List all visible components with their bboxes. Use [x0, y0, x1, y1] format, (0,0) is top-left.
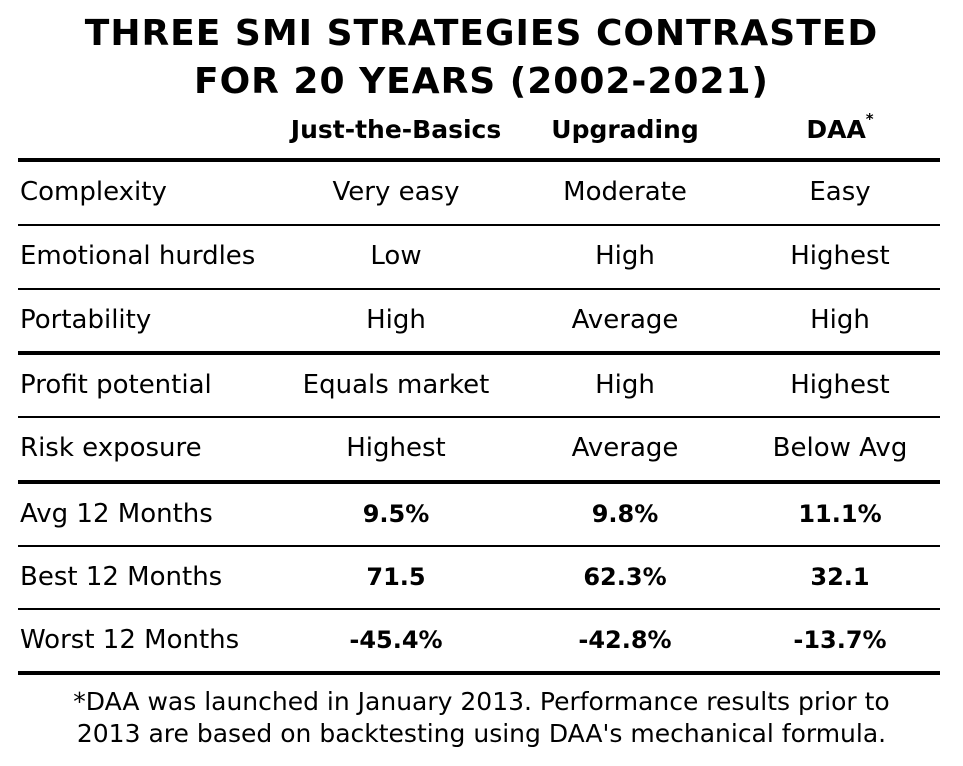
cell-daa: Highest: [790, 241, 890, 271]
cell-daa: Below Avg: [772, 433, 908, 463]
row-label: Best 12 Months: [20, 562, 223, 592]
cell-just-the-basics: Equals market: [302, 370, 490, 400]
section-divider: [18, 480, 940, 484]
footnote: *DAA was launched in January 2013. Perfo…: [0, 686, 963, 750]
row-divider: [18, 545, 940, 547]
cell-upgrading: 62.3%: [583, 563, 667, 591]
row-divider: [18, 416, 940, 418]
page-title: THREE SMI STRATEGIES CONTRASTED FOR 20 Y…: [0, 10, 963, 106]
cell-just-the-basics: Very easy: [332, 177, 460, 207]
cell-daa: High: [810, 305, 870, 335]
table-row-avg-12-months: Avg 12 Months 9.5% 9.8% 11.1%: [0, 484, 963, 544]
cell-just-the-basics: Low: [370, 241, 422, 271]
table-row-portability: Portability High Average High: [0, 290, 963, 350]
footnote-line-1: *DAA was launched in January 2013. Perfo…: [73, 687, 890, 716]
cell-upgrading: 9.8%: [591, 500, 659, 528]
row-label: Avg 12 Months: [20, 499, 213, 529]
table-row-worst-12-months: Worst 12 Months -45.4% -42.8% -13.7%: [0, 610, 963, 670]
column-header-just-the-basics: Just-the-Basics: [290, 115, 502, 144]
cell-daa: -13.7%: [793, 626, 887, 654]
table-row-risk-exposure: Risk exposure Highest Average Below Avg: [0, 418, 963, 478]
row-divider: [18, 224, 940, 226]
table-row-best-12-months: Best 12 Months 71.5 62.3% 32.1: [0, 547, 963, 607]
section-divider: [18, 351, 940, 355]
cell-upgrading: Average: [571, 305, 679, 335]
table-row-complexity: Complexity Very easy Moderate Easy: [0, 162, 963, 222]
cell-upgrading: Moderate: [563, 177, 687, 207]
cell-daa: 11.1%: [798, 500, 882, 528]
cell-upgrading: High: [595, 370, 655, 400]
row-label: Emotional hurdles: [20, 241, 256, 271]
cell-just-the-basics: Highest: [346, 433, 446, 463]
cell-daa: Easy: [809, 177, 871, 207]
cell-daa: 32.1: [810, 563, 870, 591]
row-divider: [18, 288, 940, 290]
cell-just-the-basics: 71.5: [366, 563, 426, 591]
cell-just-the-basics: 9.5%: [362, 500, 430, 528]
title-line-2: FOR 20 YEARS (2002-2021): [193, 61, 770, 102]
cell-just-the-basics: -45.4%: [349, 626, 443, 654]
row-label: Profit potential: [20, 370, 212, 400]
row-divider: [18, 608, 940, 610]
table-row-emotional-hurdles: Emotional hurdles Low High Highest: [0, 226, 963, 286]
column-header-upgrading: Upgrading: [551, 115, 699, 144]
footnote-line-2: 2013 are based on backtesting using DAA'…: [76, 719, 887, 748]
row-label: Portability: [20, 305, 152, 335]
row-label: Risk exposure: [20, 433, 202, 463]
row-label: Complexity: [20, 177, 167, 207]
table-row-profit-potential: Profit potential Equals market High High…: [0, 355, 963, 415]
column-header-daa: DAA*: [806, 110, 874, 144]
title-line-1: THREE SMI STRATEGIES CONTRASTED: [84, 13, 879, 54]
cell-just-the-basics: High: [366, 305, 426, 335]
cell-upgrading: -42.8%: [578, 626, 672, 654]
cell-upgrading: Average: [571, 433, 679, 463]
cell-daa: Highest: [790, 370, 890, 400]
table-bottom-divider: [18, 671, 940, 675]
footnote-marker: *: [865, 110, 874, 128]
header-divider: [18, 158, 940, 162]
cell-upgrading: High: [595, 241, 655, 271]
row-label: Worst 12 Months: [20, 625, 240, 655]
